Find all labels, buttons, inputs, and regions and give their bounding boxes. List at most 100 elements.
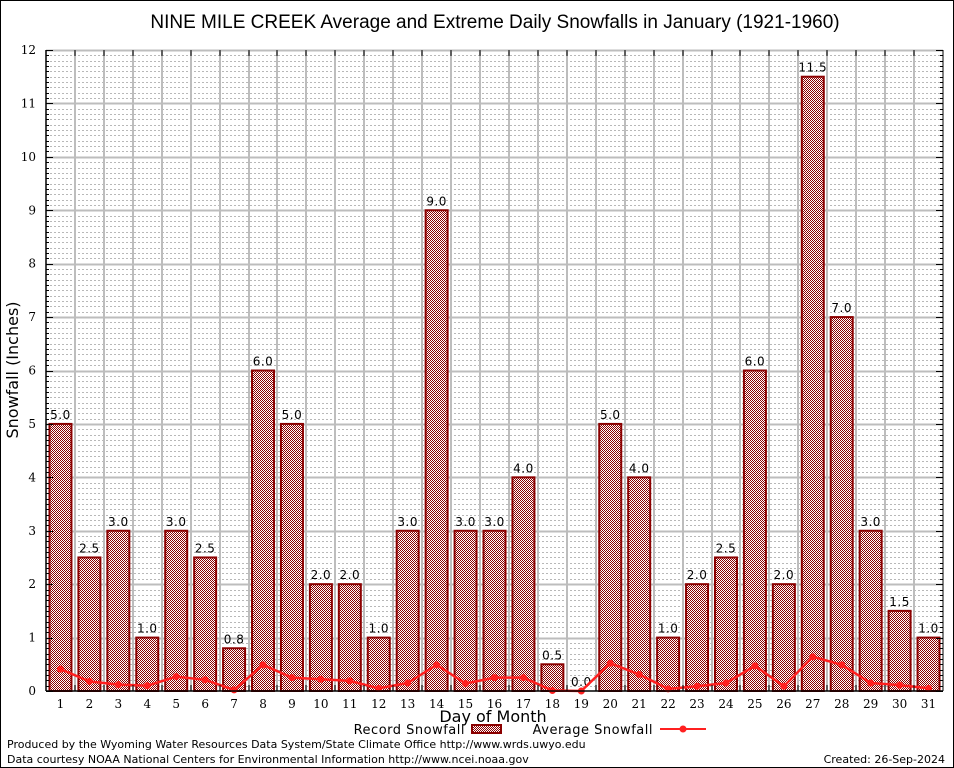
y-tick-label: 0 [28,684,36,698]
average-point [838,661,846,669]
record-bar [308,583,333,693]
average-point [143,682,151,690]
bar-value-label: 4.0 [513,461,534,475]
y-tick-label: 5 [28,417,36,431]
average-line [56,653,933,695]
x-tick-label: 10 [313,697,328,711]
bar-value-label: 11.5 [798,61,827,75]
average-point [56,665,64,673]
bar-value-label: 3.0 [455,515,476,529]
bar-value-label: 3.0 [397,515,418,529]
bar-value-label: 5.0 [50,408,71,422]
average-point [751,662,759,670]
bar-value-label: 0.0 [571,675,592,689]
x-axis-label: Day of Month [439,707,546,726]
average-point [317,675,325,683]
bar-value-label: 2.0 [311,568,332,582]
record-bar [511,476,536,693]
footer-created: Created: 26-Sep-2024 [824,753,945,766]
x-tick-label: 7 [230,697,238,711]
bar-value-label: 3.0 [166,515,187,529]
x-tick-label: 15 [458,697,473,711]
record-bar [48,422,73,692]
record-bar [685,583,710,693]
average-point [375,684,383,692]
x-tick-label: 6 [201,697,209,711]
average-point [809,653,817,661]
bar-value-label: 0.8 [224,632,245,646]
record-bar [395,529,420,692]
bar-value-label: 2.0 [687,568,708,582]
average-point [896,681,904,689]
average-point [925,684,933,692]
x-tick-label: 22 [660,697,675,711]
bar-value-label: 3.0 [860,515,881,529]
footer-produced-by: Produced by the Wyoming Water Resources … [7,738,586,751]
record-bar [193,556,218,692]
legend: Record Snowfall Average Snowfall [354,723,706,738]
y-tick-label: 9 [28,203,36,217]
average-point [259,661,267,669]
bar-value-label: 3.0 [108,515,129,529]
bar-value-label: 2.5 [195,541,216,555]
bar-value-label: 4.0 [629,461,650,475]
y-tick-label: 2 [28,577,36,591]
record-bar [424,209,449,692]
bar-value-label: 6.0 [253,355,274,369]
x-tick-label: 21 [632,697,647,711]
bar-value-label: 2.0 [340,568,361,582]
average-point [606,659,614,667]
bar-value-label: 1.0 [137,622,158,636]
x-tick-label: 11 [342,697,357,711]
bar-value-label: 5.0 [600,408,621,422]
average-point [462,680,470,688]
record-bar [164,529,189,692]
x-tick-label: 4 [143,697,151,711]
y-tick-label: 4 [28,470,36,484]
record-bar [887,609,912,692]
record-bar [713,556,738,692]
x-tick-label: 13 [400,697,415,711]
bar-value-label: 3.0 [484,515,505,529]
x-tick-label: 16 [487,697,502,711]
x-tick-label: 24 [718,697,734,711]
x-tick-label: 23 [689,697,704,711]
footer-data-courtesy: Data courtesy NOAA National Centers for … [7,753,529,766]
x-tick-label: 12 [371,697,386,711]
y-tick-label: 8 [28,257,36,271]
record-bar [771,583,796,693]
record-bar [598,422,623,692]
bar-value-label: 2.5 [716,541,737,555]
legend-marker-average [679,725,687,733]
chart-title: NINE MILE CREEK Average and Extreme Dail… [150,12,839,33]
x-tick-label: 14 [429,697,445,711]
record-bar [656,636,681,692]
bar-value-label: 2.5 [79,541,100,555]
y-tick-label: 6 [28,364,36,378]
x-tick-label: 18 [545,697,560,711]
average-point [114,681,122,689]
y-tick-label: 12 [21,43,36,57]
x-tick-label: 30 [892,697,907,711]
x-tick-label: 1 [57,697,65,711]
x-tick-label: 28 [834,697,849,711]
y-tick-label: 7 [28,310,36,324]
bar-value-label: 2.0 [774,568,795,582]
x-tick-label: 2 [86,697,94,711]
average-point [635,670,643,678]
legend-swatch-record [471,724,502,734]
x-tick-labels: 1 2 3 4 5 6 7 8 9 10 11 12 13 14 15 16 17 18 19 20 21 22 23 24 2… [57,697,937,711]
record-bar [77,556,102,692]
x-tick-label: 31 [921,697,936,711]
bar-value-label: 5.0 [282,408,303,422]
bar-value-label: 1.0 [658,622,679,636]
average-point [780,682,788,690]
record-bar [916,636,941,692]
bar-value-label: 1.5 [889,595,910,609]
bar-value-label: 7.0 [831,301,852,315]
legend-label-record: Record Snowfall [354,723,465,738]
y-axis-label: Snowfall (Inches) [3,301,22,438]
bars [48,75,941,693]
x-tick-label: 19 [574,697,589,711]
average-point [519,674,527,682]
